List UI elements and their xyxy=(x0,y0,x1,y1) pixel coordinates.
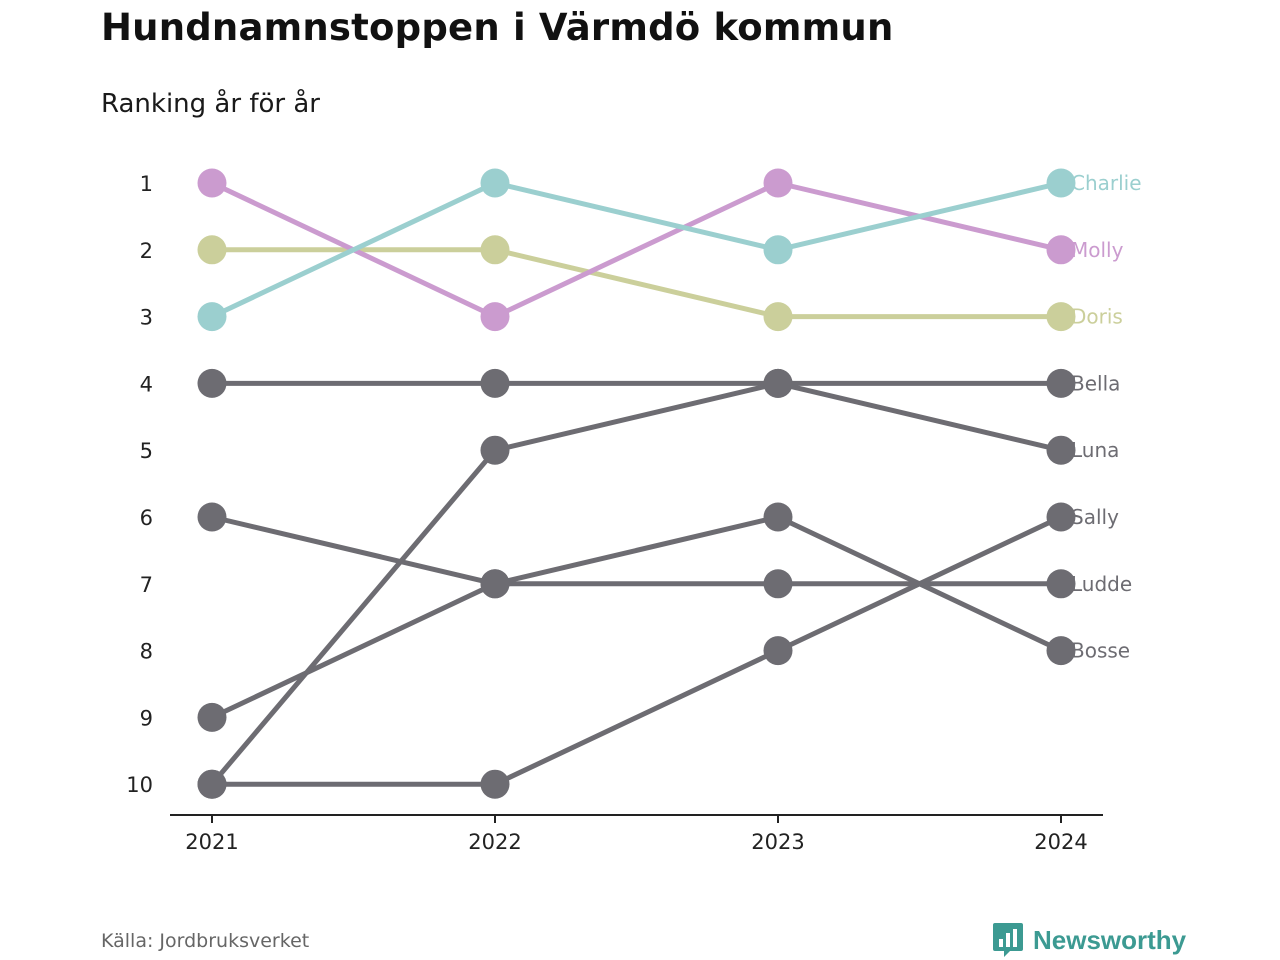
point-sally-2021 xyxy=(197,769,227,799)
point-bosse-2024 xyxy=(1046,636,1076,666)
x-tick-label-2024: 2024 xyxy=(1034,830,1087,854)
point-bella-2021 xyxy=(197,368,227,398)
point-doris-2021 xyxy=(197,235,227,265)
point-sally-2024 xyxy=(1046,502,1076,532)
point-molly-2024 xyxy=(1046,235,1076,265)
y-tick-label-1: 1 xyxy=(140,172,153,196)
point-bella-2024 xyxy=(1046,368,1076,398)
y-tick-label-5: 5 xyxy=(140,439,153,463)
y-tick-label-10: 10 xyxy=(126,773,153,797)
y-tick-label-3: 3 xyxy=(140,306,153,330)
chart-subtitle: Ranking år för år xyxy=(101,89,320,119)
point-molly-2022 xyxy=(480,302,510,332)
series-label-luna: Luna xyxy=(1071,438,1119,462)
point-molly-2023 xyxy=(763,168,793,198)
series-label-charlie: Charlie xyxy=(1071,171,1142,195)
point-ludde-2023 xyxy=(763,569,793,599)
point-charlie-2022 xyxy=(480,168,510,198)
series-line-sally xyxy=(209,514,1064,787)
y-tick-label-7: 7 xyxy=(140,573,153,597)
series-label-bosse: Bosse xyxy=(1071,639,1130,663)
source-note: Källa: Jordbruksverket xyxy=(101,930,310,952)
brand-logo[interactable]: Newsworthy xyxy=(992,922,1186,958)
point-luna-2023 xyxy=(763,368,793,398)
point-bella-2022 xyxy=(480,368,510,398)
point-bosse-2021 xyxy=(197,702,227,732)
point-charlie-2023 xyxy=(763,235,793,265)
point-sally-2023 xyxy=(763,636,793,666)
series-label-bella: Bella xyxy=(1071,371,1120,395)
point-doris-2022 xyxy=(480,235,510,265)
series-line-bosse xyxy=(209,514,1064,720)
chart-title: Hundnamnstoppen i Värmdö kommun xyxy=(101,6,894,49)
point-ludde-2021 xyxy=(197,502,227,532)
point-doris-2023 xyxy=(763,302,793,332)
point-ludde-2024 xyxy=(1046,569,1076,599)
series-label-doris: Doris xyxy=(1071,305,1123,329)
point-luna-2022 xyxy=(480,435,510,465)
point-molly-2021 xyxy=(197,168,227,198)
series-label-ludde: Ludde xyxy=(1071,572,1132,596)
point-charlie-2024 xyxy=(1046,168,1076,198)
y-tick-label-4: 4 xyxy=(140,372,153,396)
series-label-molly: Molly xyxy=(1071,238,1124,262)
bump-chart: 1 2 3 4 5 6 7 8 9 10 2021 2022 2023 2024 Bella Luna Sall… xyxy=(126,168,1142,854)
series-label-sally: Sally xyxy=(1071,505,1119,529)
y-tick-label-6: 6 xyxy=(140,506,153,530)
series-line-charlie xyxy=(209,180,1064,320)
point-luna-2024 xyxy=(1046,435,1076,465)
x-tick-label-2023: 2023 xyxy=(751,830,804,854)
point-sally-2022 xyxy=(480,769,510,799)
y-tick-label-8: 8 xyxy=(140,640,153,664)
brand-name: Newsworthy xyxy=(1033,924,1187,955)
y-tick-label-9: 9 xyxy=(140,706,153,730)
series-line-luna xyxy=(209,380,1064,787)
newsworthy-chart-bubble-icon xyxy=(993,923,1023,957)
y-tick-label-2: 2 xyxy=(140,239,153,263)
x-tick-label-2021: 2021 xyxy=(185,830,238,854)
point-charlie-2021 xyxy=(197,302,227,332)
point-bosse-2022 xyxy=(480,569,510,599)
series-line-doris xyxy=(209,247,1064,320)
point-doris-2024 xyxy=(1046,302,1076,332)
x-tick-label-2022: 2022 xyxy=(468,830,521,854)
point-bosse-2023 xyxy=(763,502,793,532)
